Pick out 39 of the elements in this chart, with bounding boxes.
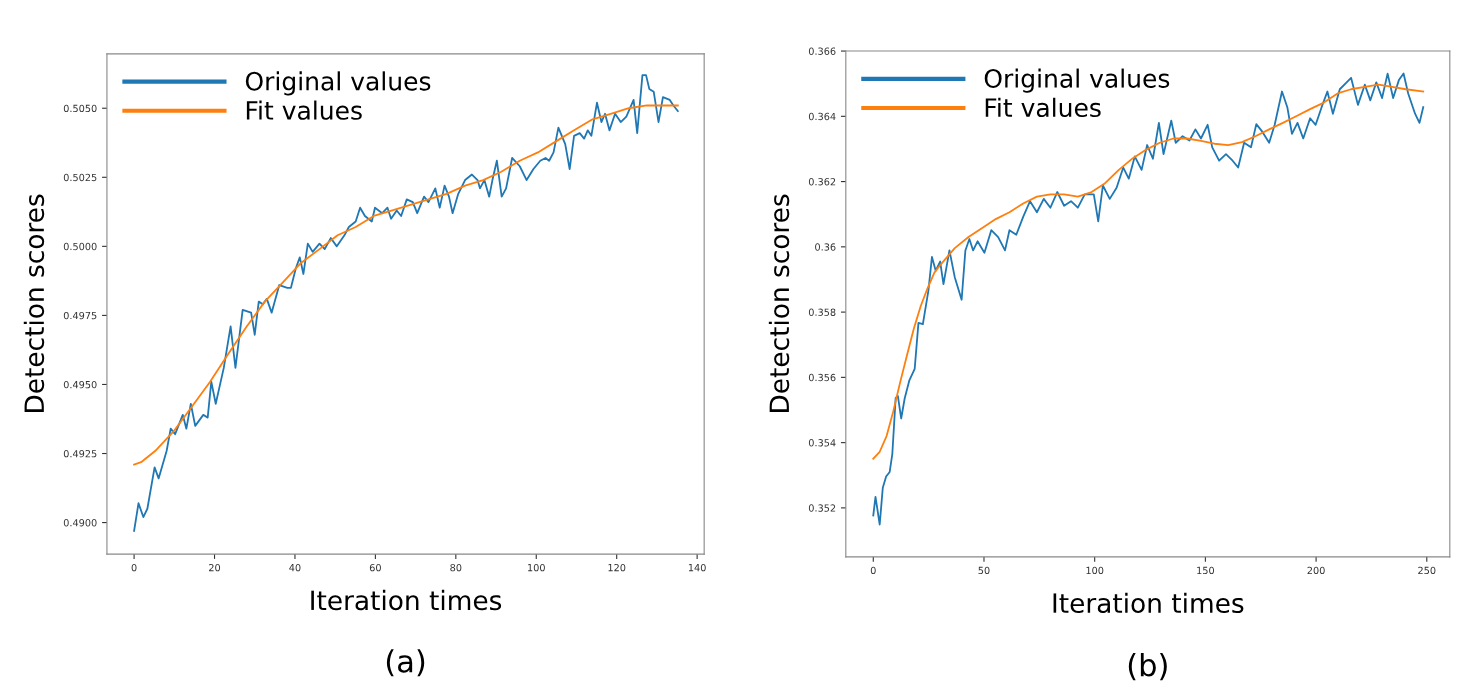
x-axis-title: Iteration times xyxy=(1053,592,1244,614)
y-tick-label: 0.362 xyxy=(808,178,836,186)
x-tick-label: 50 xyxy=(978,566,990,575)
y-tick-label: 0.5050 xyxy=(63,104,97,113)
y-tick-label: 0.354 xyxy=(808,439,836,447)
y-axis-title: Detection scores xyxy=(23,194,45,412)
y-tick-label: 0.4925 xyxy=(63,450,97,458)
text: (a) xyxy=(386,649,425,677)
x-axis-title: Iteration times xyxy=(311,589,502,611)
x-tick-label: 200 xyxy=(1307,566,1325,575)
text: (b) xyxy=(1128,652,1167,681)
y-tick-label: 0.352 xyxy=(808,504,836,512)
x-tick-label: 140 xyxy=(688,563,706,572)
legend-label: Fit values xyxy=(246,100,362,120)
y-tick-label: 0.4900 xyxy=(63,519,97,527)
x-tick-label: 20 xyxy=(209,563,221,572)
y-axis-title: Detection scores xyxy=(768,194,790,412)
legend-label: Fit values xyxy=(985,97,1101,118)
y-tick-label: 0.4950 xyxy=(63,380,97,389)
y-tick-label: 0.36 xyxy=(815,243,836,251)
x-tick-label: 100 xyxy=(528,563,545,572)
x-tick-label: 0 xyxy=(870,566,876,575)
x-tick-label: 80 xyxy=(450,563,462,572)
y-tick-label: 0.366 xyxy=(808,47,836,55)
legend-label: Original values xyxy=(245,71,431,96)
y-tick-label: 0.5000 xyxy=(63,242,97,251)
y-tick-label: 0.5025 xyxy=(63,173,97,182)
y-tick-label: 0.358 xyxy=(808,308,836,316)
x-tick-label: 0 xyxy=(131,563,137,572)
y-tick-label: 0.364 xyxy=(808,112,836,121)
x-tick-label: 250 xyxy=(1418,566,1436,575)
x-tick-label: 60 xyxy=(369,563,381,572)
x-tick-label: 120 xyxy=(608,563,626,572)
y-tick-label: 0.356 xyxy=(808,373,836,382)
y-tick-label: 0.4975 xyxy=(63,311,97,320)
x-tick-label: 100 xyxy=(1086,566,1104,575)
legend-label: Original values xyxy=(984,68,1170,93)
x-tick-label: 150 xyxy=(1197,566,1215,575)
x-tick-label: 40 xyxy=(289,563,301,572)
